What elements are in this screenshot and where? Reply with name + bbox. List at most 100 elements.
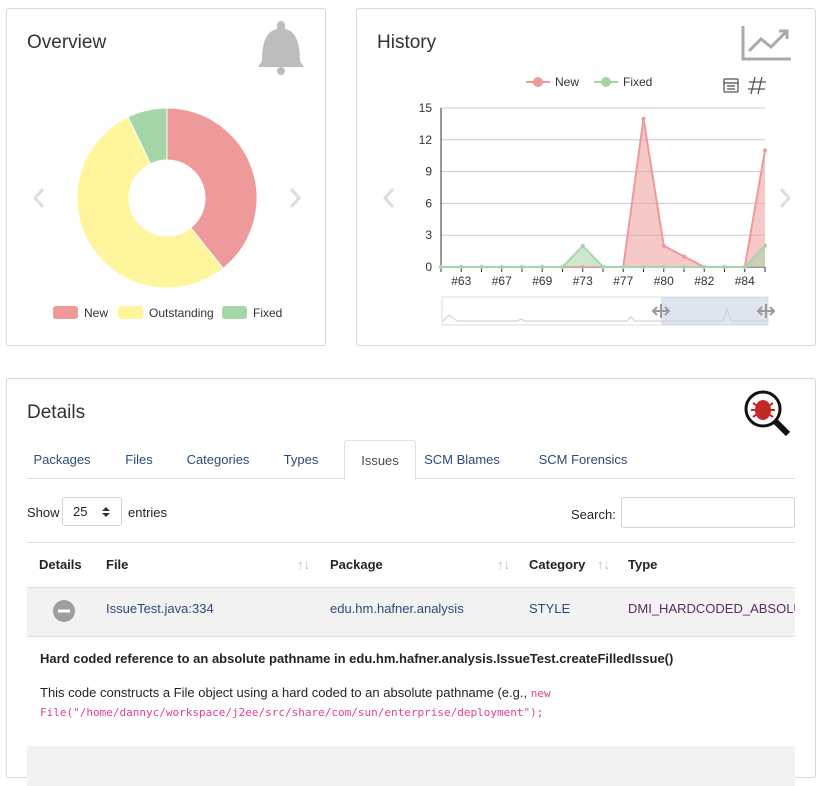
overview-card: Overview New Outstanding Fixed [6, 8, 326, 346]
column-header: Category [529, 557, 586, 572]
x-tick-label: #63 [451, 274, 471, 288]
table-cell[interactable]: IssueTest.java:334 [106, 601, 214, 616]
legend-label: Fixed [253, 306, 282, 320]
table-row [27, 746, 795, 786]
data-point [661, 265, 666, 269]
card-title: History [377, 32, 437, 53]
search-label: Search: [571, 507, 616, 522]
page-length-select[interactable]: 25 [62, 497, 122, 526]
history-card: History 0 3 6 9 12 15 #63 #67 #69 #73 #77 #80 #82 #84… [356, 8, 816, 346]
data-point [621, 265, 626, 269]
data-point [540, 265, 545, 269]
table-cell: STYLE [529, 601, 571, 616]
issue-description: This code constructs a File object using… [40, 684, 580, 722]
next-arrow[interactable] [289, 188, 302, 208]
y-tick-label: 9 [425, 165, 432, 179]
calendar-icon[interactable] [723, 78, 739, 93]
data-point [641, 265, 646, 269]
sort-icon: ↑↓ [597, 557, 610, 572]
data-point [439, 265, 443, 269]
issue-text: This code constructs a File object using… [40, 685, 528, 700]
issue-code: new File("/home/dannyc/workspace/j2ee/sr… [40, 687, 551, 719]
tab-bar: Packages Files Categories Types Issues SCM Bl… [27, 440, 795, 480]
show-label: Show [27, 505, 60, 520]
tab[interactable]: Files [125, 452, 153, 467]
data-point [479, 265, 484, 269]
tab[interactable]: Categories [186, 452, 250, 467]
data-point [722, 265, 727, 269]
data-point [702, 265, 707, 269]
data-point [601, 265, 605, 269]
y-tick-label: 12 [419, 133, 433, 147]
table-row [27, 588, 795, 637]
legend-marker [601, 77, 611, 87]
data-point [499, 265, 504, 269]
trend-icon [741, 26, 791, 61]
prev-arrow[interactable] [382, 188, 395, 208]
legend-label: Fixed [623, 75, 652, 89]
sort-icon: ↑↓ [497, 557, 510, 572]
tab[interactable]: Issues [344, 440, 416, 480]
x-tick-label: #77 [613, 274, 633, 288]
x-tick-label: #69 [532, 274, 552, 288]
bell-icon [258, 21, 304, 75]
data-point [682, 265, 686, 269]
search-input[interactable] [621, 497, 795, 528]
legend-marker [533, 77, 543, 87]
legend-label: Outstanding [149, 306, 214, 320]
entries-label: entries [128, 505, 168, 520]
data-point [742, 265, 747, 269]
series-area [441, 118, 765, 267]
column-header: Details [39, 557, 82, 572]
column-header: Package [330, 557, 383, 572]
data-point [763, 243, 767, 248]
y-tick-label: 6 [425, 196, 432, 210]
series-line [441, 244, 766, 268]
legend-swatch [118, 306, 143, 319]
data-point [661, 243, 666, 248]
zoom-slider[interactable] [441, 296, 776, 326]
y-tick-label: 15 [419, 101, 433, 115]
y-tick-label: 3 [425, 228, 432, 242]
data-point [641, 116, 646, 121]
tab[interactable]: Packages [33, 452, 91, 467]
card-title: Overview [27, 32, 107, 53]
legend-swatch [222, 306, 247, 319]
pie-slice [166, 107, 258, 270]
hash-icon[interactable] [748, 76, 766, 95]
line-chart: 0 3 6 9 12 15 #63 #67 #69 #73 #77 #80 #82 #84 New Fixed [382, 26, 792, 326]
table-cell: DMI_HARDCODED_ABSOLUTE_FILENAME [628, 601, 795, 616]
x-tick-label: #84 [735, 274, 755, 288]
x-tick-label: #67 [492, 274, 512, 288]
next-arrow[interactable] [779, 188, 792, 208]
y-tick-label: 0 [425, 260, 432, 274]
tab[interactable]: SCM Forensics [538, 452, 628, 467]
page: Overview New Outstanding Fixed History [6, 8, 816, 786]
series-line [441, 118, 766, 268]
page-length: 25 [73, 504, 88, 519]
data-point [560, 265, 565, 269]
column-header: File [106, 557, 129, 572]
collapse-button[interactable] [52, 599, 76, 623]
table-cell[interactable]: edu.hm.hafner.analysis [330, 601, 464, 616]
legend-label: New [555, 75, 579, 89]
data-point [763, 148, 767, 153]
prev-arrow[interactable] [32, 188, 45, 208]
data-point [520, 265, 524, 269]
data-point [580, 243, 585, 248]
data-point [459, 265, 464, 269]
legend-swatch [53, 306, 78, 319]
data-point [682, 254, 686, 259]
pie-slice [76, 116, 224, 289]
x-tick-label: #82 [694, 274, 714, 288]
series-area [441, 245, 765, 267]
card-title: Details [27, 402, 86, 423]
column-header: Type [628, 557, 658, 572]
details-card: Details Packages Files Categories Types Issu… [6, 378, 816, 786]
x-tick-label: #73 [573, 274, 593, 288]
tab[interactable]: SCM Blames [424, 452, 500, 467]
bug-icon [744, 390, 791, 437]
tab[interactable]: Types [283, 452, 319, 467]
pie-slice [127, 107, 168, 165]
pie-chart: New Outstanding Fixed [32, 21, 304, 320]
